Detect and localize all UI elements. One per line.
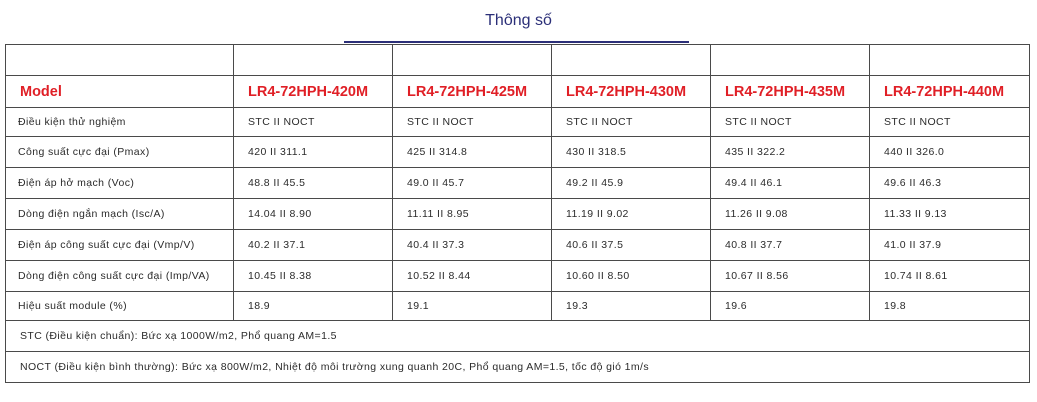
table-row: Điều kiện thử nghiệm STC II NOCT STC II … xyxy=(5,107,1030,137)
row-value: STC II NOCT xyxy=(233,107,393,137)
model-row: Model LR4-72HPH-420M LR4-72HPH-425M LR4-… xyxy=(5,75,1030,108)
note-row: NOCT (Điều kiện bình thường): Bức xạ 800… xyxy=(5,351,1030,383)
model-name: LR4-72HPH-425M xyxy=(392,75,552,108)
row-value: 425 II 314.8 xyxy=(392,136,552,168)
row-value: STC II NOCT xyxy=(392,107,552,137)
blank-cell xyxy=(710,44,870,76)
table-row: Điện áp hở mạch (Voc) 48.8 II 45.5 49.0 … xyxy=(5,167,1030,199)
row-value: 10.60 II 8.50 xyxy=(551,260,711,292)
row-value: 19.1 xyxy=(392,291,552,321)
title-underline xyxy=(344,41,689,43)
table-row: Hiệu suất module (%) 18.9 19.1 19.3 19.6… xyxy=(5,291,1030,321)
row-value: 49.2 II 45.9 xyxy=(551,167,711,199)
row-value: 41.0 II 37.9 xyxy=(869,229,1030,261)
model-name: LR4-72HPH-440M xyxy=(869,75,1030,108)
spec-table: Model LR4-72HPH-420M LR4-72HPH-425M LR4-… xyxy=(5,44,1030,383)
row-value: 11.33 II 9.13 xyxy=(869,198,1030,230)
row-value: 10.52 II 8.44 xyxy=(392,260,552,292)
table-row: Điện áp công suất cực đại (Vmp/V) 40.2 I… xyxy=(5,229,1030,261)
model-label: Model xyxy=(5,75,234,108)
row-value: 10.67 II 8.56 xyxy=(710,260,870,292)
row-value: 11.26 II 9.08 xyxy=(710,198,870,230)
row-value: 19.6 xyxy=(710,291,870,321)
model-name: LR4-72HPH-430M xyxy=(551,75,711,108)
row-label: Dòng điện công suất cực đại (Imp/VA) xyxy=(5,260,234,292)
blank-cell xyxy=(551,44,711,76)
section-title: Thông số xyxy=(485,12,552,29)
row-value: 14.04 II 8.90 xyxy=(233,198,393,230)
row-value: STC II NOCT xyxy=(551,107,711,137)
row-value: 11.19 II 9.02 xyxy=(551,198,711,230)
stc-note: STC (Điều kiện chuẩn): Bức xạ 1000W/m2, … xyxy=(5,320,1030,352)
model-name: LR4-72HPH-420M xyxy=(233,75,393,108)
row-value: 10.74 II 8.61 xyxy=(869,260,1030,292)
row-label: Dòng điện ngắn mạch (Isc/A) xyxy=(5,198,234,230)
row-label: Công suất cực đại (Pmax) xyxy=(5,136,234,168)
noct-note: NOCT (Điều kiện bình thường): Bức xạ 800… xyxy=(5,351,1030,383)
table-row: Dòng điện công suất cực đại (Imp/VA) 10.… xyxy=(5,260,1030,292)
row-value: 40.4 II 37.3 xyxy=(392,229,552,261)
row-value: 40.2 II 37.1 xyxy=(233,229,393,261)
row-value: 49.6 II 46.3 xyxy=(869,167,1030,199)
note-row: STC (Điều kiện chuẩn): Bức xạ 1000W/m2, … xyxy=(5,320,1030,352)
table-row: Dòng điện ngắn mạch (Isc/A) 14.04 II 8.9… xyxy=(5,198,1030,230)
blank-cell xyxy=(869,44,1030,76)
row-value: 19.8 xyxy=(869,291,1030,321)
row-value: 10.45 II 8.38 xyxy=(233,260,393,292)
row-label: Điều kiện thử nghiệm xyxy=(5,107,234,137)
row-label: Điện áp hở mạch (Voc) xyxy=(5,167,234,199)
row-value: STC II NOCT xyxy=(869,107,1030,137)
row-label: Điện áp công suất cực đại (Vmp/V) xyxy=(5,229,234,261)
row-value: 40.6 II 37.5 xyxy=(551,229,711,261)
row-value: 48.8 II 45.5 xyxy=(233,167,393,199)
table-row: Công suất cực đại (Pmax) 420 II 311.1 42… xyxy=(5,136,1030,168)
blank-cell xyxy=(233,44,393,76)
row-value: 435 II 322.2 xyxy=(710,136,870,168)
blank-cell xyxy=(392,44,552,76)
blank-cell xyxy=(5,44,234,76)
model-name: LR4-72HPH-435M xyxy=(710,75,870,108)
row-value: 40.8 II 37.7 xyxy=(710,229,870,261)
blank-header-row xyxy=(5,44,1030,76)
row-value: 49.0 II 45.7 xyxy=(392,167,552,199)
row-value: 430 II 318.5 xyxy=(551,136,711,168)
row-value: 420 II 311.1 xyxy=(233,136,393,168)
row-value: 18.9 xyxy=(233,291,393,321)
row-value: 19.3 xyxy=(551,291,711,321)
row-value: STC II NOCT xyxy=(710,107,870,137)
row-value: 49.4 II 46.1 xyxy=(710,167,870,199)
row-value: 11.11 II 8.95 xyxy=(392,198,552,230)
row-value: 440 II 326.0 xyxy=(869,136,1030,168)
row-label: Hiệu suất module (%) xyxy=(5,291,234,321)
